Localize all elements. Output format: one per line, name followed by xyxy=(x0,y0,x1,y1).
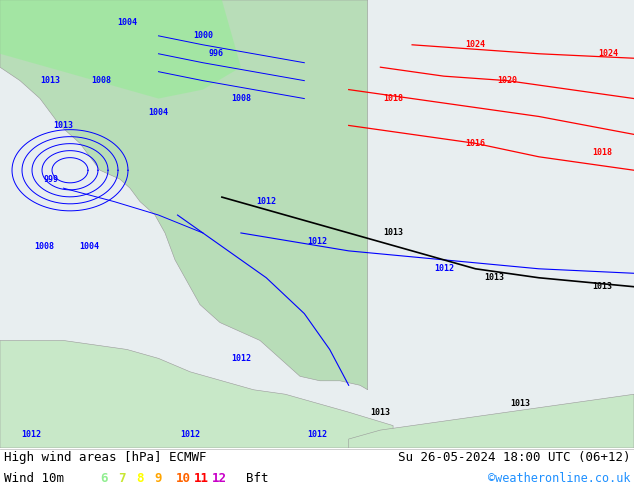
Text: Wind 10m: Wind 10m xyxy=(4,472,64,485)
Text: 1004: 1004 xyxy=(148,107,169,117)
Text: 6: 6 xyxy=(100,472,108,485)
Text: 1012: 1012 xyxy=(256,197,276,206)
Text: 996: 996 xyxy=(208,49,223,58)
Text: 1020: 1020 xyxy=(497,76,517,85)
Text: 1013: 1013 xyxy=(370,408,391,416)
Polygon shape xyxy=(349,394,634,448)
Text: 1013: 1013 xyxy=(592,282,612,291)
Text: 1004: 1004 xyxy=(79,242,99,251)
Text: 1012: 1012 xyxy=(307,238,327,246)
Text: 1008: 1008 xyxy=(34,242,55,251)
Text: 1013: 1013 xyxy=(383,228,403,238)
Text: 9: 9 xyxy=(154,472,162,485)
Polygon shape xyxy=(0,341,393,448)
Text: 1008: 1008 xyxy=(231,94,251,103)
Text: 1018: 1018 xyxy=(383,94,403,103)
Text: 1024: 1024 xyxy=(465,40,486,49)
Text: 1018: 1018 xyxy=(592,148,612,157)
Text: 1012: 1012 xyxy=(434,264,454,273)
Text: 1013: 1013 xyxy=(510,399,530,408)
Polygon shape xyxy=(0,0,368,390)
Text: 1008: 1008 xyxy=(91,76,112,85)
Text: 1024: 1024 xyxy=(598,49,619,58)
Text: High wind areas [hPa] ECMWF: High wind areas [hPa] ECMWF xyxy=(4,451,207,464)
Text: 7: 7 xyxy=(118,472,126,485)
Text: 1012: 1012 xyxy=(22,430,42,439)
Text: 8: 8 xyxy=(136,472,143,485)
Text: 999: 999 xyxy=(43,175,58,184)
Text: ©weatheronline.co.uk: ©weatheronline.co.uk xyxy=(488,472,630,485)
Text: Bft: Bft xyxy=(246,472,269,485)
Text: 1012: 1012 xyxy=(180,430,200,439)
Text: 11: 11 xyxy=(194,472,209,485)
Text: 1012: 1012 xyxy=(307,430,327,439)
Polygon shape xyxy=(0,0,634,448)
Text: 1004: 1004 xyxy=(117,18,137,27)
Text: 1013: 1013 xyxy=(53,121,74,130)
Text: 1013: 1013 xyxy=(484,273,505,282)
Text: 1012: 1012 xyxy=(231,354,251,363)
Polygon shape xyxy=(0,0,241,98)
Text: 12: 12 xyxy=(212,472,227,485)
Text: 1013: 1013 xyxy=(41,76,61,85)
Text: 10: 10 xyxy=(176,472,191,485)
Text: Su 26-05-2024 18:00 UTC (06+12): Su 26-05-2024 18:00 UTC (06+12) xyxy=(398,451,630,464)
Text: 1000: 1000 xyxy=(193,31,213,40)
Text: 1016: 1016 xyxy=(465,139,486,148)
